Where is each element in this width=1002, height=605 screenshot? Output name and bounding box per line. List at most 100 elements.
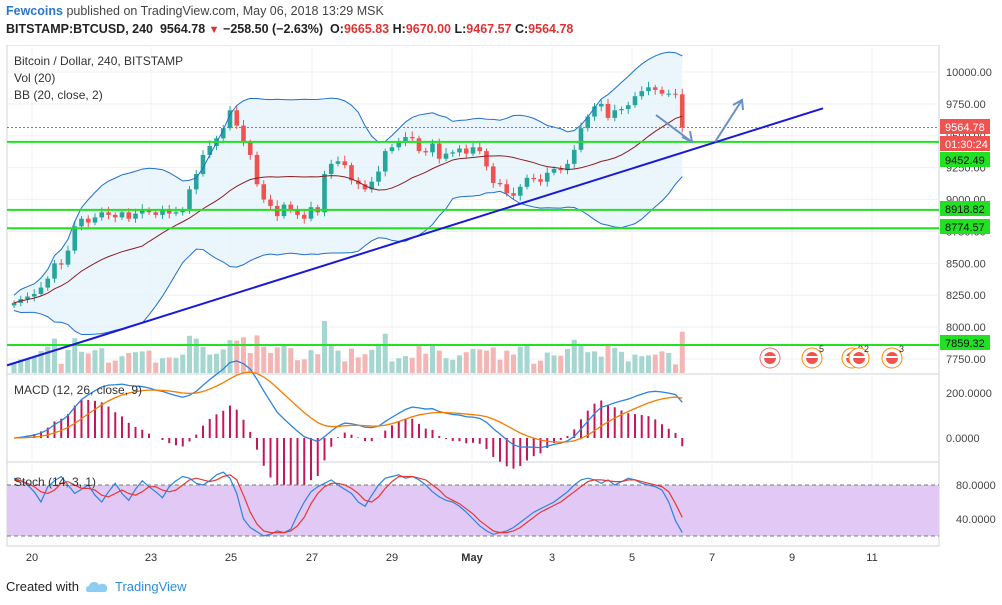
time-tick-label: 29 (386, 552, 398, 564)
volume-bar (106, 362, 111, 373)
candle-body (274, 205, 280, 217)
candle-body (571, 149, 577, 164)
volume-bar (261, 346, 267, 373)
author-name[interactable]: Fewcoins (6, 4, 63, 18)
level-tag-1-text: 9452.49 (945, 155, 985, 167)
candle-body (72, 226, 78, 251)
candle-body (558, 168, 564, 171)
volume-bar (423, 353, 429, 373)
volume-bar (288, 348, 294, 373)
publish-line: Fewcoins published on TradingView.com, M… (6, 4, 384, 18)
price-tick-label: 8500.00 (946, 258, 986, 270)
volume-bar (679, 331, 685, 373)
candle-body (524, 177, 530, 187)
volume-bar (166, 357, 172, 373)
price-change: −258.50 (−2.63%) (223, 22, 324, 36)
volume-bar (308, 350, 314, 373)
stoch-d-line (13, 474, 683, 534)
volume-bar (241, 337, 246, 373)
stoch-tick-label: 40.0000 (956, 514, 996, 526)
volume-bar (497, 359, 503, 373)
level-tag-3: 8774.57 (940, 219, 990, 234)
price-tick-label: 7750.00 (946, 354, 986, 366)
event-flag-icon[interactable]: 3 (881, 344, 904, 369)
candle-body (112, 214, 118, 218)
volume-bar (598, 356, 604, 373)
open-label: O: (330, 22, 344, 36)
volume-legend: Vol (20) (14, 71, 55, 85)
candle-body (335, 161, 341, 164)
candle-body (497, 182, 503, 185)
macd-line (13, 360, 683, 449)
price-tick-label: 8000.00 (946, 322, 986, 334)
stoch-tick-label: 80.0000 (956, 480, 996, 492)
level-tag-4-text: 7859.32 (945, 338, 985, 350)
bb-upper-line (13, 51, 683, 296)
candle-body (52, 263, 57, 279)
close-label: C: (514, 22, 529, 36)
volume-bar (335, 350, 341, 373)
event-flag-icon[interactable]: 2 (848, 344, 870, 369)
candle-body (578, 128, 584, 150)
candle-body (511, 193, 516, 196)
candle-body (504, 184, 510, 194)
level-tag-1: 9452.49 (940, 152, 990, 167)
volume-bar (463, 352, 469, 373)
volume-bar (409, 357, 415, 373)
candle-body (295, 209, 300, 215)
event-badges[interactable]: 5 9 2 3 (759, 344, 904, 369)
volume-bar (511, 354, 516, 373)
high-value: 9670.00 (405, 22, 451, 36)
candle-body (207, 145, 213, 155)
arrow-down-head (681, 130, 694, 144)
candle-body (25, 296, 30, 300)
volume-bar (247, 353, 253, 373)
candle-body (457, 148, 462, 153)
volume-bar (349, 348, 354, 373)
last-price: 9564.78 (159, 22, 206, 36)
candle-body (133, 213, 138, 219)
candle-body (187, 189, 192, 210)
volume-bar (619, 351, 624, 373)
arrow-up-path (714, 99, 743, 143)
macd-pane (6, 373, 940, 463)
volume-bar (355, 357, 361, 373)
candle-body (470, 147, 476, 154)
event-flag-icon[interactable]: 5 (801, 344, 824, 369)
tradingview-brand[interactable]: TradingView (114, 579, 187, 594)
candle-body (342, 161, 348, 166)
volume-bar (625, 361, 631, 373)
candle-body (551, 168, 557, 173)
high-label: H: (392, 22, 406, 36)
candle-body (369, 181, 375, 190)
time-tick-label: 27 (306, 552, 318, 564)
stoch-legend: Stoch (14, 3, 1) (14, 475, 96, 489)
volume-bar (342, 361, 348, 373)
chart-area[interactable]: 10000.009750.009500.009250.009000.008750… (6, 44, 996, 567)
candle-body (106, 212, 111, 215)
candle-body (592, 106, 597, 117)
volume-bar (612, 347, 618, 373)
volume-bar (160, 358, 165, 373)
volume-bar (301, 359, 307, 373)
volume-bar (187, 335, 192, 373)
volume-bar (632, 354, 638, 373)
volume-bar (268, 353, 273, 373)
candle-body (126, 212, 132, 219)
candle-body (301, 214, 307, 219)
volume-bar (173, 357, 179, 373)
volume-bar (416, 345, 422, 373)
candle-body (625, 105, 631, 109)
volume-bar (531, 363, 537, 373)
time-tick-label: 3 (549, 552, 555, 564)
tradingview-cloud-icon (85, 581, 108, 592)
arrow-down-path (655, 114, 693, 143)
candle-body (173, 212, 179, 214)
volume-bar (646, 355, 651, 373)
event-flag-icon[interactable] (759, 347, 781, 369)
candle-body (153, 212, 159, 215)
level-tag-4: 7859.32 (940, 335, 990, 350)
volume-bar (450, 359, 456, 373)
time-tick-label: 5 (629, 552, 635, 564)
price-chart-svg[interactable]: 10000.009750.009500.009250.009000.008750… (6, 44, 996, 567)
